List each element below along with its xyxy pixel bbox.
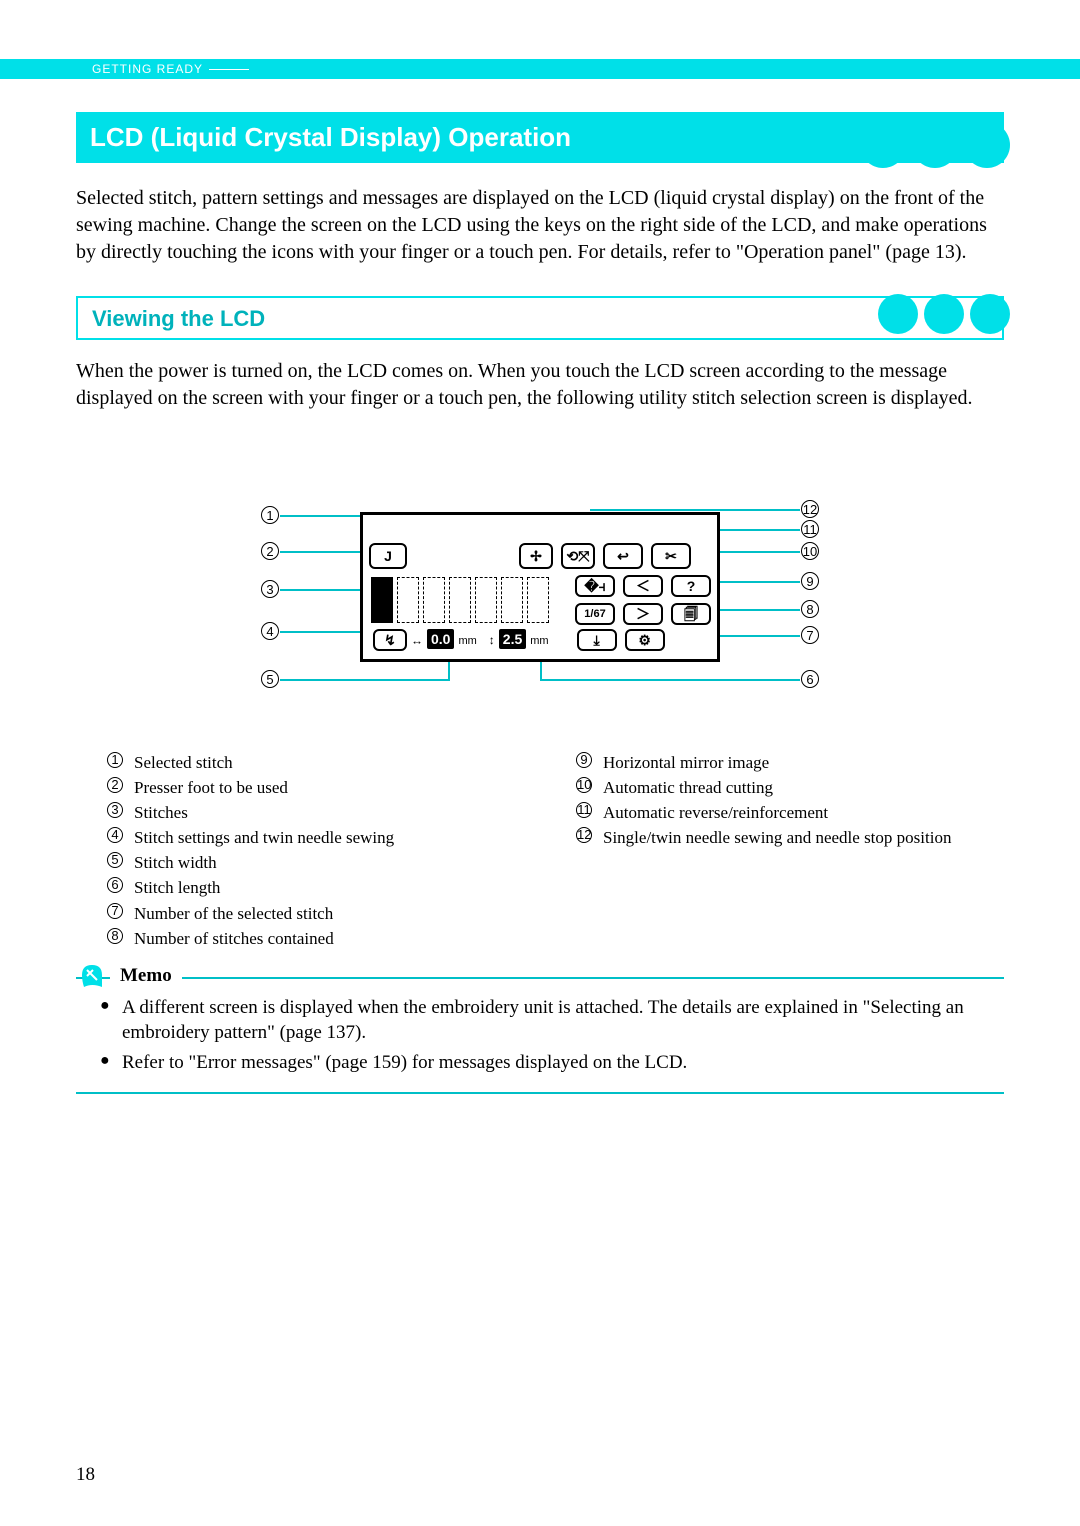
settings-icon: ⚙ xyxy=(625,629,665,651)
title-decor-lobes xyxy=(860,122,1010,168)
memo-icon xyxy=(78,961,106,989)
callout-12: 12 xyxy=(800,500,820,520)
legend-item: 10Automatic thread cutting xyxy=(575,777,1004,799)
legend-item: 9Horizontal mirror image xyxy=(575,752,1004,774)
needle-mode-icon: ✢ xyxy=(519,543,553,569)
callout-4: 4 xyxy=(260,622,280,642)
mirror-icon: �⫞ xyxy=(575,575,615,597)
page-number: 18 xyxy=(76,1464,95,1486)
auto-reverse-icon: ↩ xyxy=(603,543,643,569)
stitch-list xyxy=(371,577,571,623)
legend-item: 11Automatic reverse/reinforcement xyxy=(575,802,1004,824)
body-paragraph: When the power is turned on, the LCD com… xyxy=(76,358,1004,412)
legend-item: 7Number of the selected stitch xyxy=(106,903,535,925)
legend-item: 8Number of stitches contained xyxy=(106,928,535,950)
legend-item: 2Presser foot to be used xyxy=(106,777,535,799)
callout-10: 10 xyxy=(800,542,820,562)
twin-needle-icon: ↯ xyxy=(373,629,407,651)
callout-5: 5 xyxy=(260,670,280,690)
callout-8: 8 xyxy=(800,600,820,620)
stitch-width-value: 0.0 xyxy=(427,629,454,649)
section-header-bar: GETTING READY xyxy=(0,59,1080,79)
lcd-screen: J ✢ ⟲⤧ ↩ ✂ �⫞ ＜ ? 1/67 ＞ xyxy=(360,512,720,662)
callout-legend: 1Selected stitch 2Presser foot to be used… xyxy=(76,752,1004,953)
legend-item: 6Stitch length xyxy=(106,877,535,899)
legend-item: 12Single/twin needle sewing and needle s… xyxy=(575,827,1004,849)
lcd-diagram: 1 2 3 4 5 12 11 10 9 8 7 6 J xyxy=(260,482,820,702)
callout-11: 11 xyxy=(800,520,820,540)
memo-item: Refer to "Error messages" (page 159) for… xyxy=(100,1050,998,1076)
callout-7: 7 xyxy=(800,626,820,646)
subheading: Viewing the LCD xyxy=(92,306,265,331)
intro-paragraph: Selected stitch, pattern settings and me… xyxy=(76,185,1004,266)
help-icon: ? xyxy=(671,575,711,597)
memo-title: Memo xyxy=(110,965,182,987)
stitch-width-unit: mm xyxy=(458,635,476,647)
stitch-length-unit: mm xyxy=(530,635,548,647)
presser-foot-chip: J xyxy=(369,543,407,569)
subheading-bar: Viewing the LCD xyxy=(76,296,1004,340)
legend-item: 3Stitches xyxy=(106,802,535,824)
callout-1: 1 xyxy=(260,506,280,526)
next-page-icon: ＞ xyxy=(623,603,663,625)
section-header-label: GETTING READY xyxy=(92,59,249,79)
save-icon: ⤓ xyxy=(577,629,617,651)
callout-3: 3 xyxy=(260,580,280,600)
reverse-icon: ⟲⤧ xyxy=(561,543,595,569)
callout-2: 2 xyxy=(260,542,280,562)
legend-item: 4Stitch settings and twin needle sewing xyxy=(106,827,535,849)
thread-cut-icon: ✂ xyxy=(651,543,691,569)
prev-page-icon: ＜ xyxy=(623,575,663,597)
memo-item: A different screen is displayed when the… xyxy=(100,995,998,1046)
stitch-length-value: 2.5 xyxy=(499,629,526,649)
memo-box: Memo A different screen is displayed whe… xyxy=(76,977,1004,1094)
page-indicator: 1/67 xyxy=(575,603,615,625)
page-title: LCD (Liquid Crystal Display) Operation xyxy=(90,122,571,152)
callout-9: 9 xyxy=(800,572,820,592)
legend-item: 1Selected stitch xyxy=(106,752,535,774)
memory-icon: 🗐 xyxy=(671,603,711,625)
stitch-selected xyxy=(371,577,393,623)
legend-item: 5Stitch width xyxy=(106,852,535,874)
callout-6: 6 xyxy=(800,670,820,690)
subheading-decor-lobes xyxy=(878,294,1010,334)
